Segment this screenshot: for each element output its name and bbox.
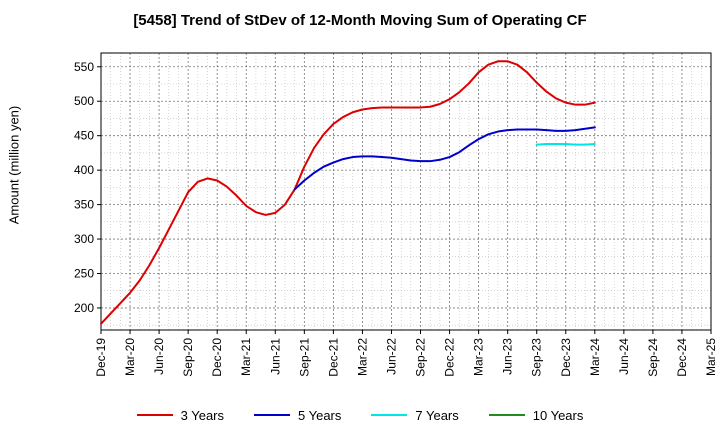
x-tick-label: Jun-23 xyxy=(501,338,515,375)
x-tick-label: Dec-21 xyxy=(326,338,340,377)
x-tick-label: Jun-22 xyxy=(384,338,398,375)
y-tick-label: 400 xyxy=(74,163,94,177)
legend: 3 Years 5 Years 7 Years 10 Years xyxy=(0,405,720,425)
legend-label: 3 Years xyxy=(180,407,224,423)
legend-item: 5 Years xyxy=(254,408,341,423)
x-tick-label: Sep-20 xyxy=(181,338,195,377)
x-tick-label: Dec-23 xyxy=(559,338,573,377)
legend-swatch xyxy=(488,414,525,416)
x-tick-label: Mar-21 xyxy=(239,338,253,376)
x-tick-label: Mar-23 xyxy=(472,338,486,376)
x-tick-label: Sep-22 xyxy=(414,338,428,377)
x-tick-label: Sep-21 xyxy=(297,338,311,377)
legend-label: 5 Years xyxy=(298,407,342,423)
y-tick-label: 300 xyxy=(74,232,94,246)
x-tick-label: Jun-21 xyxy=(268,338,282,375)
x-tick-label: Dec-20 xyxy=(210,338,224,377)
x-tick-label: Dec-22 xyxy=(443,338,457,377)
y-tick-label: 350 xyxy=(74,198,94,212)
x-tick-label: Mar-24 xyxy=(588,338,602,376)
plot-area xyxy=(101,53,711,330)
legend-swatch xyxy=(371,414,408,416)
y-tick-label: 500 xyxy=(74,94,94,108)
y-tick-label: 550 xyxy=(74,60,94,74)
series-line-3-years xyxy=(100,60,596,325)
legend-label: 10 Years xyxy=(532,407,584,423)
plot-frame xyxy=(100,52,712,331)
x-tick-label: Sep-24 xyxy=(646,338,660,377)
y-tick-label: 450 xyxy=(74,129,94,143)
series-line-5-years xyxy=(293,126,596,191)
legend-item: 7 Years xyxy=(371,407,459,423)
series-line-7-years xyxy=(535,142,596,146)
x-tick-label: Dec-24 xyxy=(675,338,689,377)
y-tick-label: 250 xyxy=(74,266,94,280)
chart-title: [5458] Trend of StDev of 12-Month Moving… xyxy=(133,12,587,29)
legend-label: 7 Years xyxy=(415,407,459,423)
x-tick-label: Sep-23 xyxy=(530,338,544,377)
legend-item: 10 Years xyxy=(488,407,584,423)
legend-swatch xyxy=(254,414,290,416)
legend-item: 3 Years xyxy=(136,407,224,423)
y-tick-label: 200 xyxy=(74,301,94,315)
legend-swatch xyxy=(136,414,173,416)
x-tick-label: Mar-20 xyxy=(123,338,137,376)
x-tick-label: Mar-22 xyxy=(355,338,369,376)
x-tick-label: Jun-20 xyxy=(152,338,166,375)
x-tick-label: Dec-19 xyxy=(94,338,108,377)
x-tick-label: Mar-25 xyxy=(704,338,718,376)
x-tick-label: Jun-24 xyxy=(617,338,631,375)
